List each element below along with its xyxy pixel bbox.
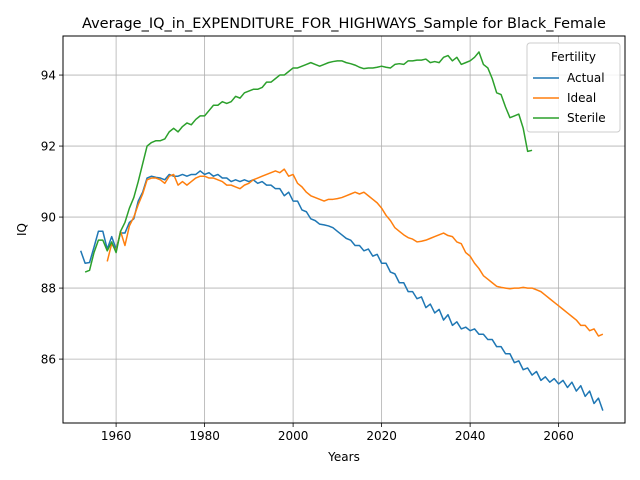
y-tick-label: 86 [41, 353, 56, 367]
x-tick-label: 1960 [101, 429, 132, 443]
x-tick-label: 2060 [543, 429, 574, 443]
y-tick-label: 88 [41, 282, 56, 296]
chart-title: Average_IQ_in_EXPENDITURE_FOR_HIGHWAYS_S… [82, 16, 606, 32]
x-tick-label: 2000 [278, 429, 309, 443]
x-tick-label: 1980 [189, 429, 220, 443]
legend-label-ideal: Ideal [567, 91, 596, 105]
legend-title: Fertility [551, 50, 596, 64]
y-tick-label: 90 [41, 211, 56, 225]
legend-label-sterile: Sterile [567, 111, 606, 125]
x-axis-label: Years [327, 450, 360, 464]
x-tick-label: 2040 [455, 429, 486, 443]
x-tick-label: 2020 [366, 429, 397, 443]
y-axis-label: IQ [15, 223, 29, 236]
legend: Fertility Actual Ideal Sterile [527, 43, 620, 132]
legend-label-actual: Actual [567, 71, 605, 85]
y-tick-label: 92 [41, 140, 56, 154]
y-tick-label: 94 [41, 69, 56, 83]
